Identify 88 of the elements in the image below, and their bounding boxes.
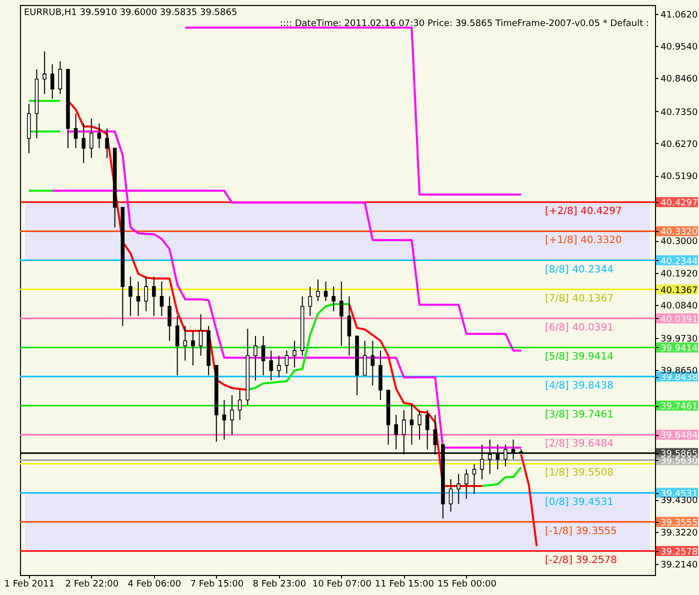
y-tick-label: 40.9540 xyxy=(660,42,698,53)
ref-line-label: [5/8] 39.9414 xyxy=(545,351,614,362)
candlestick xyxy=(168,296,172,342)
ref-line-label: [-1/8] 39.3555 xyxy=(545,526,618,537)
x-tick-label: 8 Feb 23:00 xyxy=(252,580,306,590)
candlestick xyxy=(230,394,234,436)
y-tick-label: 40.4297 xyxy=(660,198,698,209)
x-tick-label: 11 Feb 15:00 xyxy=(374,580,434,590)
candlestick xyxy=(198,314,203,356)
candlestick xyxy=(191,330,195,366)
candlestick xyxy=(42,50,46,94)
candlestick xyxy=(308,286,312,317)
y-tick-label: 39.3555 xyxy=(660,518,698,528)
candlestick xyxy=(175,316,180,376)
ref-line-label: [8/8] 40.2344 xyxy=(545,264,614,276)
ref-line-label: [+1/8] 40.3320 xyxy=(545,235,622,246)
candlestick xyxy=(277,355,281,378)
candlestick xyxy=(284,350,289,374)
candlestick xyxy=(362,340,367,376)
chart-title: EURRUB,H1 39.5910 39.6000 39.5835 39.5865 xyxy=(24,8,238,18)
candlestick xyxy=(472,464,476,494)
ref-line-label: [2/8] 39.6484 xyxy=(545,438,614,450)
ref-line-label: [1/8] 39.5508 xyxy=(545,468,614,479)
y-tick-label: 40.1920 xyxy=(660,269,698,280)
y-tick-label: 39.9414 xyxy=(660,344,698,354)
candlestick xyxy=(425,410,430,450)
candlestick xyxy=(347,296,352,356)
candlestick xyxy=(254,335,258,381)
candlestick xyxy=(394,414,398,450)
ref-line-label: [7/8] 40.1367 xyxy=(545,293,614,304)
ref-line-label: [4/8] 39.8438 xyxy=(545,380,614,392)
line-series xyxy=(481,466,522,488)
y-tick-label: 40.5190 xyxy=(660,172,698,182)
y-tick-label: 40.3000 xyxy=(660,237,698,248)
candlestick xyxy=(90,118,94,158)
y-tick-label: 40.2344 xyxy=(660,256,698,267)
ref-line-label: [3/8] 39.7461 xyxy=(545,410,614,421)
y-tick-label: 41.0620 xyxy=(660,10,698,20)
y-tick-label: 40.0840 xyxy=(660,302,698,312)
candlestick xyxy=(144,276,148,312)
candlestick xyxy=(160,281,164,317)
x-tick-label: 10 Feb 07:00 xyxy=(312,580,372,590)
candlestick xyxy=(50,64,54,100)
candlestick xyxy=(448,478,453,512)
candlestick xyxy=(152,276,156,317)
candlestick xyxy=(418,410,422,440)
candlestick xyxy=(332,286,336,312)
y-tick-label: 40.0391 xyxy=(660,314,698,325)
x-tick-label: 4 Feb 06:00 xyxy=(128,580,182,590)
candlestick xyxy=(324,281,328,302)
candlestick xyxy=(261,335,266,376)
ref-line-label: [+2/8] 40.4297 xyxy=(545,206,622,218)
ref-line-label: [0/8] 39.4531 xyxy=(545,496,614,508)
candlestick xyxy=(74,113,78,149)
y-tick-label: 39.6484 xyxy=(660,431,698,442)
x-tick-label: 15 Feb 00:00 xyxy=(437,580,497,590)
candlestick xyxy=(316,278,320,302)
candlestick xyxy=(292,340,296,368)
y-tick-label: 40.8460 xyxy=(660,74,698,85)
y-tick-label: 40.6270 xyxy=(660,140,698,150)
candlestick xyxy=(82,122,86,164)
y-tick-label: 40.1367 xyxy=(660,286,698,296)
x-tick-label: 7 Feb 15:00 xyxy=(190,580,244,590)
ref-line-label: [6/8] 40.0391 xyxy=(545,322,614,334)
candlestick xyxy=(340,281,344,346)
y-tick-label: 40.3320 xyxy=(660,228,698,238)
y-tick-label: 39.3220 xyxy=(660,528,698,538)
annotation: :::: DateTime: 2011.02.16 07:30 Price: 39.5865 TimeFrame-2007-v0.05 * Default : xyxy=(280,19,649,29)
candlestick xyxy=(128,276,132,317)
candlestick xyxy=(456,474,460,504)
y-tick-label: 39.2578 xyxy=(660,547,698,558)
candlestick xyxy=(58,60,62,94)
ref-line-label: [-2/8] 39.2578 xyxy=(545,554,618,566)
x-tick-label: 2 Feb 22:00 xyxy=(65,580,119,590)
y-tick-label: 39.7461 xyxy=(660,402,698,412)
x-tick-label: 1 Feb 2011 xyxy=(4,580,55,590)
candlestick xyxy=(238,390,242,420)
candlestick xyxy=(370,340,375,386)
y-tick-label: 39.2140 xyxy=(660,560,698,570)
y-tick-label: 40.7350 xyxy=(660,108,698,118)
candlestick xyxy=(222,399,226,440)
candlestick xyxy=(464,468,468,500)
candlestick xyxy=(105,128,109,158)
y-tick-label: 39.4300 xyxy=(660,496,698,506)
candlestick xyxy=(136,281,140,317)
y-tick-label: 39.9730 xyxy=(660,334,698,345)
candlestick xyxy=(269,350,273,381)
candlestick xyxy=(410,404,414,446)
